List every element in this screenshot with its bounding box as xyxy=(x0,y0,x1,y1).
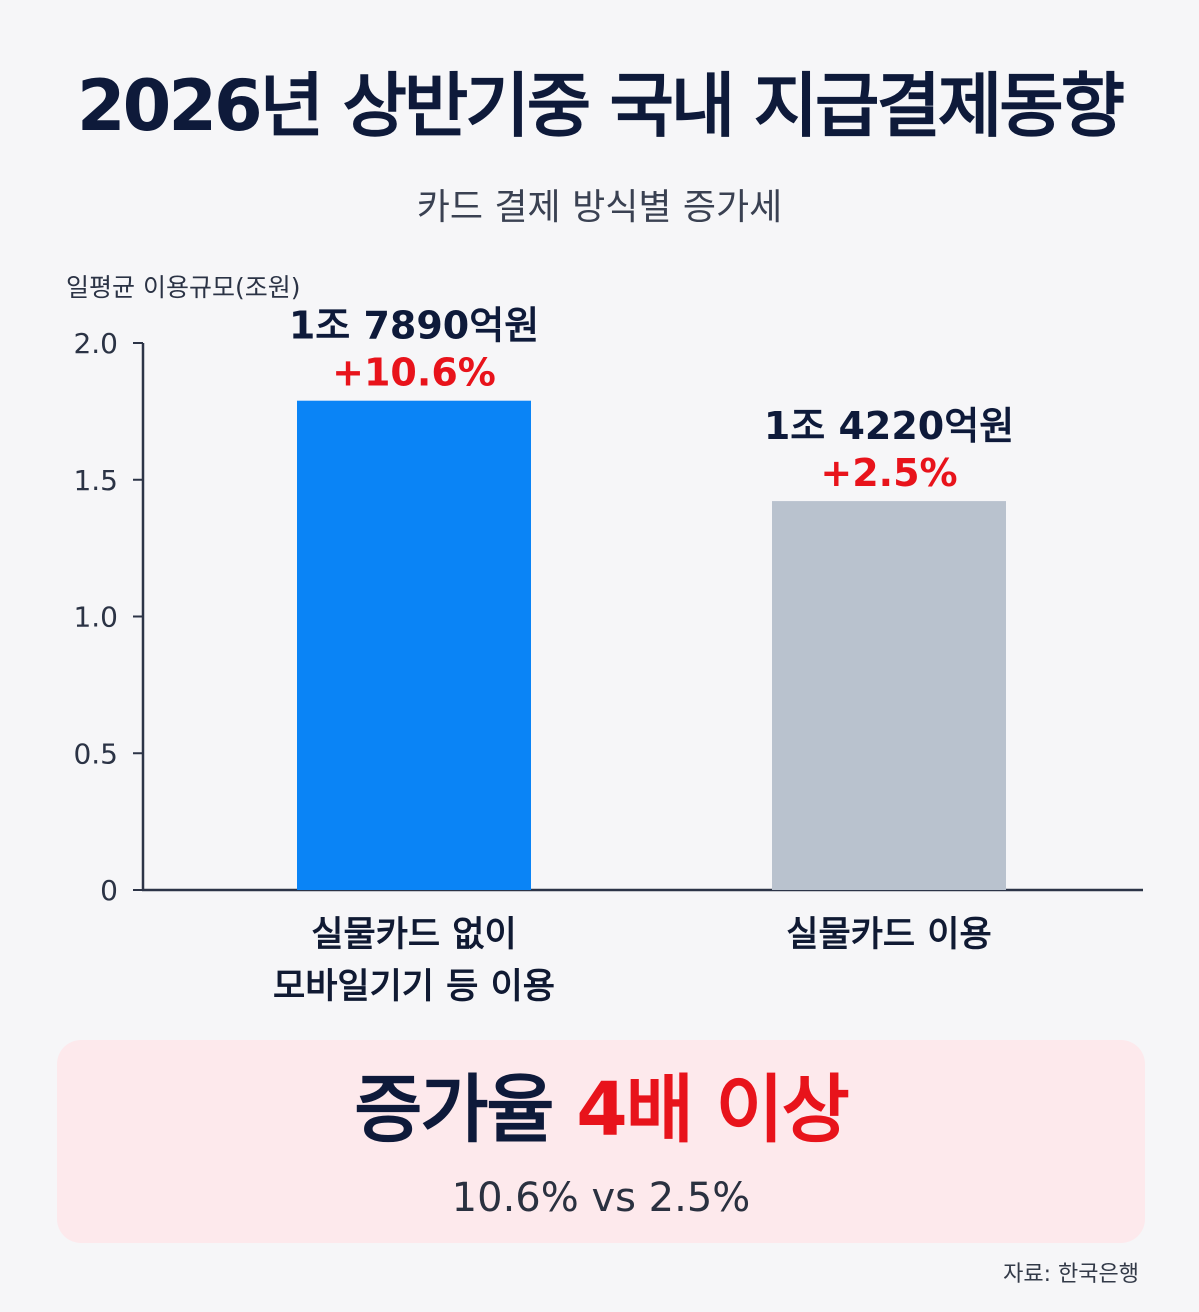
y-axis-label: 일평균 이용규모(조원) xyxy=(66,273,300,302)
growth-callout: 증가율 4배 이상 10.6% vs 2.5% xyxy=(57,1040,1145,1243)
y-tick-label-2: 1.0 xyxy=(73,601,118,634)
bar-change-label-0: +10.6% xyxy=(332,351,496,395)
source-note: 자료: 한국은행 xyxy=(1003,1262,1139,1287)
bar-0 xyxy=(297,400,531,890)
y-tick-label-4: 2.0 xyxy=(73,327,118,360)
bar-1 xyxy=(772,501,1006,890)
callout-detail: 10.6% vs 2.5% xyxy=(451,1175,751,1221)
bar-chart: 일평균 이용규모(조원) 0 0.5 1.0 1.5 2.0 1조 7890억원+10.6%… xyxy=(66,273,1143,1007)
page-subtitle: 카드 결제 방식별 증가세 xyxy=(416,187,783,228)
bar-value-label-0: 1조 7890억원 xyxy=(289,304,539,348)
x-category-label-0-line-1: 모바일기기 등 이용 xyxy=(273,967,555,1007)
bar-value-label-1: 1조 4220억원 xyxy=(764,404,1014,448)
x-category-label-1-line-0: 실물카드 이용 xyxy=(786,915,991,955)
bar-change-label-1: +2.5% xyxy=(820,451,957,495)
y-tick-label-3: 1.5 xyxy=(73,464,118,497)
callout-headline-highlight: 4배 이상 xyxy=(576,1067,849,1153)
x-category-label-0-line-0: 실물카드 없이 xyxy=(311,915,516,955)
callout-headline: 증가율 4배 이상 xyxy=(57,1066,1145,1155)
y-tick-label-1: 0.5 xyxy=(73,737,118,770)
y-tick-label-0: 0 xyxy=(100,874,118,907)
callout-headline-main: 증가율 xyxy=(354,1067,577,1153)
page-title: 2026년 상반기중 국내 지급결제동향 xyxy=(76,65,1125,147)
